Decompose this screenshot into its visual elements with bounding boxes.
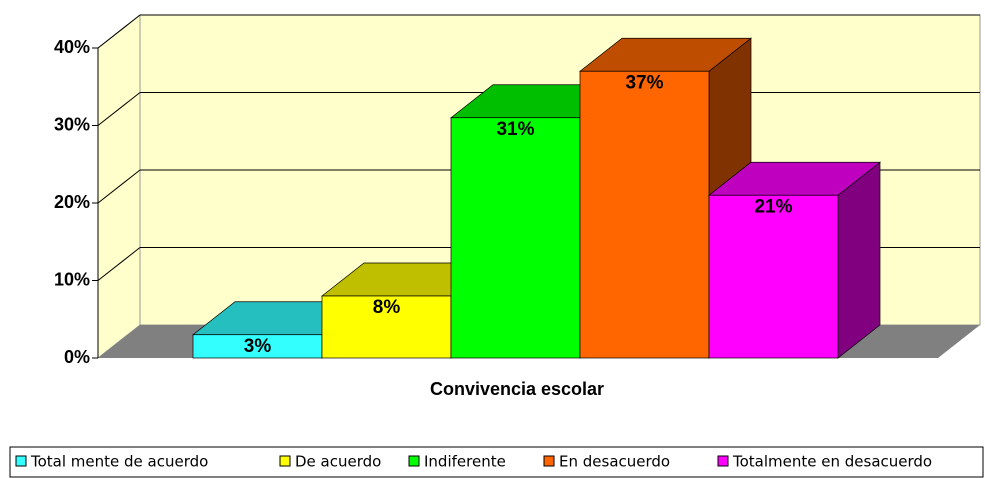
bar bbox=[321, 295, 452, 359]
grid-line bbox=[97, 247, 141, 281]
legend-swatch bbox=[279, 455, 291, 467]
legend-swatch bbox=[15, 455, 27, 467]
data-label: 8% bbox=[373, 297, 401, 318]
legend-label: En desacuerdo bbox=[559, 453, 670, 471]
y-tick-label: 10% bbox=[54, 269, 90, 289]
bar bbox=[450, 117, 581, 359]
legend bbox=[9, 446, 984, 478]
legend-label: Indiferente bbox=[424, 453, 506, 471]
bar bbox=[579, 70, 710, 359]
y-tick-label: 0% bbox=[64, 347, 90, 367]
legend-label: Totalmente en desacuerdo bbox=[732, 453, 932, 471]
y-tick-label: 40% bbox=[54, 37, 90, 57]
data-label: 31% bbox=[496, 119, 534, 140]
grid-line bbox=[97, 169, 141, 204]
x-axis-label: Convivencia escolar bbox=[430, 379, 604, 399]
grid-line bbox=[97, 14, 141, 49]
bar-side bbox=[837, 161, 881, 359]
y-tick-label: 20% bbox=[54, 192, 90, 212]
legend-label: Total mente de acuerdo bbox=[30, 453, 208, 471]
legend-swatch bbox=[408, 455, 420, 467]
bar bbox=[708, 194, 839, 359]
data-label: 3% bbox=[244, 336, 272, 357]
data-label: 21% bbox=[754, 196, 792, 217]
legend-swatch bbox=[717, 455, 729, 467]
legend-swatch bbox=[543, 455, 555, 467]
y-tick-label: 30% bbox=[54, 114, 90, 134]
grid-line bbox=[97, 92, 141, 126]
data-label: 37% bbox=[625, 72, 663, 93]
legend-label: De acuerdo bbox=[295, 453, 381, 471]
